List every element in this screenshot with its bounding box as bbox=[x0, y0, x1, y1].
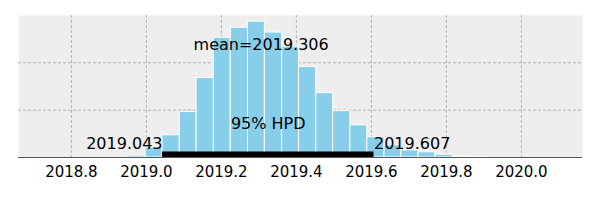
svg-text:2019.2: 2019.2 bbox=[195, 163, 248, 181]
svg-text:2019.607: 2019.607 bbox=[374, 134, 450, 153]
svg-text:2019.6: 2019.6 bbox=[345, 163, 398, 181]
svg-text:2019.8: 2019.8 bbox=[420, 163, 473, 181]
svg-text:2020.0: 2020.0 bbox=[495, 163, 548, 181]
svg-text:2018.8: 2018.8 bbox=[45, 163, 98, 181]
svg-text:2019.4: 2019.4 bbox=[270, 163, 323, 181]
svg-text:mean=2019.306: mean=2019.306 bbox=[194, 35, 329, 54]
svg-text:95% HPD: 95% HPD bbox=[231, 114, 306, 133]
svg-text:2019.043: 2019.043 bbox=[86, 134, 162, 153]
svg-text:2019.0: 2019.0 bbox=[120, 163, 173, 181]
